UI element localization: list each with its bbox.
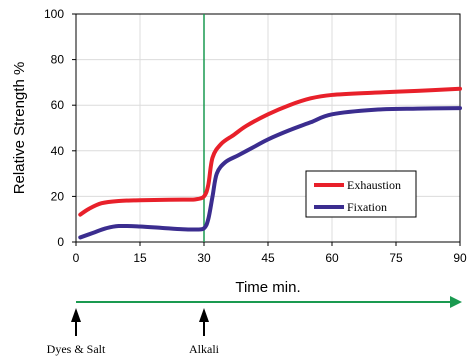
legend-label-fixation: Fixation: [347, 200, 387, 214]
x-tick-labels: 0 15 30 45 60 75 90: [73, 242, 467, 265]
y-axis-label: Relative Strength %: [11, 62, 28, 195]
series-line-exhaustion: [78, 86, 462, 217]
x-tick-label: 0: [73, 251, 80, 265]
y-tick-label: 80: [51, 53, 65, 67]
y-tick-label: 40: [51, 144, 65, 158]
process-timeline-arrowhead: [450, 296, 462, 308]
x-tick-label: 15: [133, 251, 147, 265]
legend-box: [305, 170, 417, 218]
x-tick-label: 60: [325, 251, 339, 265]
y-tick-label: 60: [51, 98, 65, 112]
process-marker-label: Alkali: [189, 342, 220, 356]
y-tick-label: 0: [57, 235, 64, 249]
x-tick-label: 75: [389, 251, 403, 265]
y-tick-label: 20: [51, 189, 65, 203]
legend-label-exhaustion: Exhaustion: [347, 178, 401, 192]
process-marker-label: Dyes & Salt: [47, 342, 106, 356]
y-tick-labels: 0 20 40 60 80 100: [44, 7, 76, 249]
process-timeline: Dyes & Salt Alkali: [47, 296, 462, 356]
process-marker-arrowhead: [71, 308, 81, 322]
x-tick-label: 45: [261, 251, 275, 265]
y-tick-label: 100: [44, 7, 64, 21]
process-markers: Dyes & Salt Alkali: [47, 308, 220, 356]
x-axis-label: Time min.: [235, 279, 300, 296]
x-tick-label: 90: [453, 251, 467, 265]
legend: Exhaustion Fixation: [305, 170, 417, 218]
series-group: [78, 86, 462, 240]
series-line-fixation: [78, 106, 462, 240]
process-marker-arrowhead: [199, 308, 209, 322]
x-tick-label: 30: [197, 251, 211, 265]
